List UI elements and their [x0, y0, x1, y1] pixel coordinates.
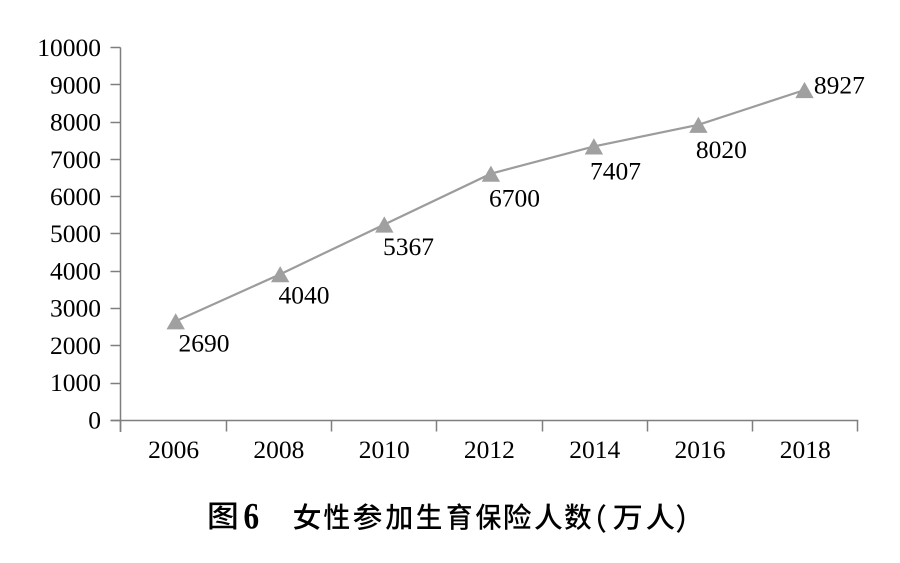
- svg-text:5000: 5000: [50, 219, 101, 248]
- svg-text:2006: 2006: [148, 435, 199, 464]
- svg-text:4040: 4040: [279, 281, 330, 310]
- svg-text:10000: 10000: [37, 33, 101, 62]
- svg-text:7000: 7000: [50, 145, 101, 174]
- svg-text:8000: 8000: [50, 108, 101, 137]
- svg-text:3000: 3000: [50, 294, 101, 323]
- svg-text:2014: 2014: [569, 435, 620, 464]
- svg-text:6700: 6700: [489, 184, 540, 213]
- svg-text:2690: 2690: [179, 329, 230, 358]
- svg-text:0: 0: [88, 405, 101, 434]
- svg-text:9000: 9000: [50, 70, 101, 99]
- svg-text:1000: 1000: [50, 368, 101, 397]
- svg-text:4000: 4000: [50, 257, 101, 286]
- svg-text:2018: 2018: [780, 435, 831, 464]
- svg-text:2000: 2000: [50, 331, 101, 360]
- svg-text:2010: 2010: [359, 435, 410, 464]
- svg-text:2008: 2008: [253, 435, 304, 464]
- svg-text:2016: 2016: [675, 435, 726, 464]
- svg-text:2012: 2012: [464, 435, 515, 464]
- svg-text:7407: 7407: [590, 157, 641, 186]
- svg-text:8927: 8927: [814, 71, 865, 100]
- svg-text:8020: 8020: [696, 135, 747, 164]
- svg-text:6000: 6000: [50, 182, 101, 211]
- svg-text:5367: 5367: [383, 232, 434, 261]
